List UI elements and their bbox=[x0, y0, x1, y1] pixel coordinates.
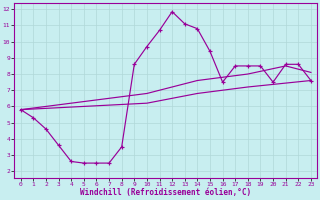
X-axis label: Windchill (Refroidissement éolien,°C): Windchill (Refroidissement éolien,°C) bbox=[80, 188, 252, 197]
